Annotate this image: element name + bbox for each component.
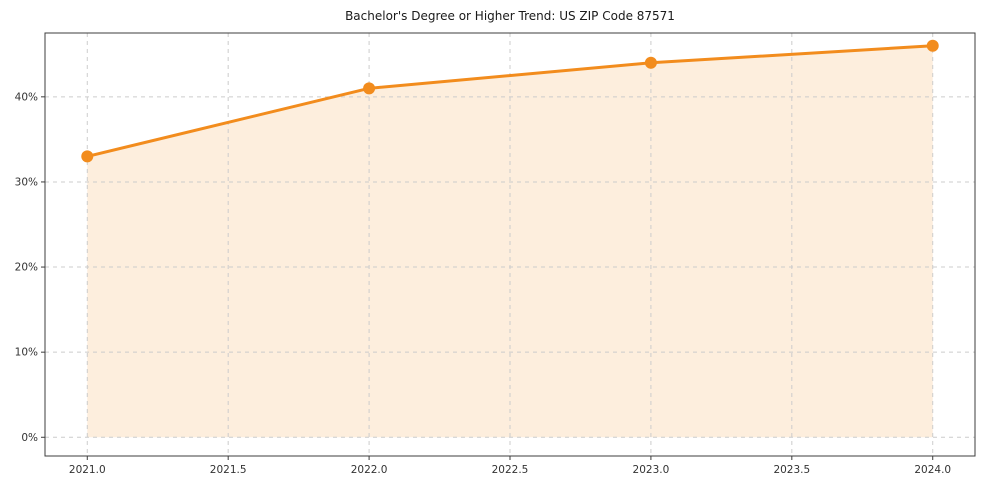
data-point-markers	[81, 39, 939, 163]
gridlines	[45, 33, 975, 456]
x-tick-label: 2022.5	[492, 464, 529, 476]
x-tick-label: 2022.0	[351, 464, 388, 476]
y-tick-label: 0%	[21, 432, 38, 444]
data-point-marker	[81, 150, 94, 163]
x-tick-label: 2021.0	[69, 464, 106, 476]
series-line	[85, 44, 935, 158]
x-tick-label: 2023.0	[633, 464, 670, 476]
x-tick-label: 2023.5	[773, 464, 810, 476]
y-tick-label: 10%	[15, 347, 38, 359]
data-point-marker	[363, 82, 376, 95]
x-tick-label: 2024.0	[914, 464, 951, 476]
data-point-marker	[644, 56, 657, 69]
data-point-marker	[926, 39, 939, 52]
y-tick-label: 40%	[15, 91, 38, 103]
axis-ticks: 2021.0 2021.5 2022.0 2022.5 2023.0 2023.5 2024…	[15, 91, 951, 476]
y-tick-label: 30%	[15, 176, 38, 188]
y-tick-label: 20%	[15, 262, 38, 274]
x-tick-label: 2021.5	[210, 464, 247, 476]
